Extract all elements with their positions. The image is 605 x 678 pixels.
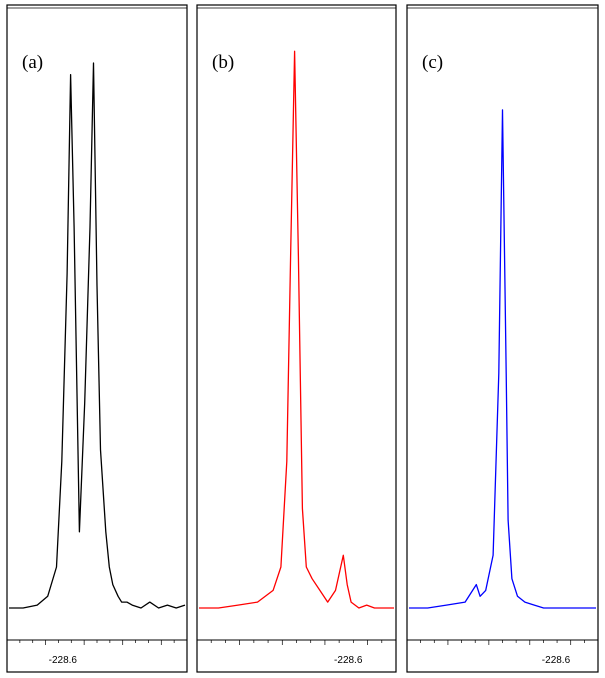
panel-label: (c) [422, 52, 443, 73]
panel-frame [6, 4, 188, 673]
x-tick-label: -228.6 [542, 655, 571, 666]
panel-frame [406, 4, 599, 673]
panel-frame [196, 4, 397, 673]
panel-b: -228.6 (b) [196, 4, 397, 673]
panel-label: (a) [22, 52, 43, 73]
x-tick-label: -228.6 [49, 655, 78, 666]
spectrum-line [9, 62, 186, 609]
spectrum-line [409, 109, 596, 609]
panel-label: (b) [212, 52, 234, 73]
panel-c: -228.6 (c) [406, 4, 599, 673]
x-tick-label: -228.6 [334, 655, 363, 666]
spectrum-line [199, 50, 394, 609]
panel-a: -228.6 (a) [6, 4, 188, 673]
